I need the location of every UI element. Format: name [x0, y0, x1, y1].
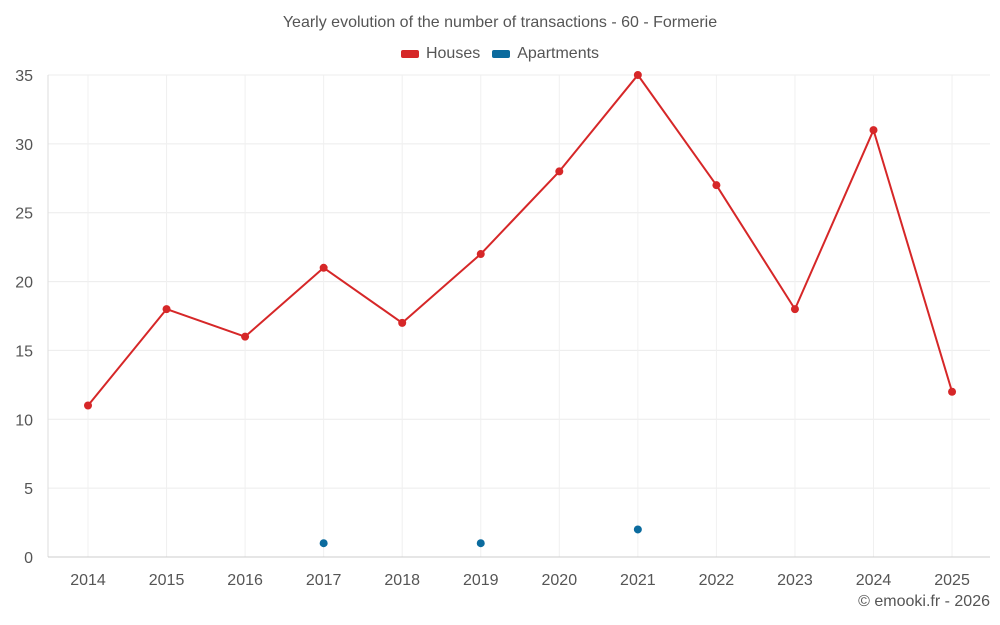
y-tick-label: 5 [24, 481, 33, 498]
data-point-houses [398, 318, 407, 327]
data-point-apartments [319, 539, 328, 548]
data-point-apartments [633, 525, 642, 534]
y-tick-label: 0 [24, 550, 33, 567]
x-tick-label: 2021 [620, 572, 656, 589]
y-tick-label: 20 [15, 275, 33, 292]
data-point-houses [948, 387, 957, 396]
x-tick-label: 2025 [934, 572, 970, 589]
data-point-houses [319, 263, 328, 272]
data-point-houses [84, 401, 92, 410]
copyright-notice: © emooki.fr - 2026 [858, 593, 990, 610]
data-point-houses [555, 167, 564, 176]
series-line-houses [87, 74, 954, 407]
y-tick-label: 10 [15, 412, 33, 429]
data-point-houses [162, 305, 171, 314]
x-tick-label: 2018 [384, 572, 420, 589]
x-tick-label: 2015 [149, 572, 185, 589]
legend: Houses Apartments [0, 45, 1000, 63]
y-tick-label: 15 [15, 343, 33, 360]
x-tick-label: 2024 [856, 572, 892, 589]
x-tick-label: 2017 [306, 572, 342, 589]
x-tick-label: 2014 [70, 572, 106, 589]
x-tick-label: 2022 [699, 572, 735, 589]
y-tick-label: 25 [15, 206, 33, 223]
data-point-houses [712, 181, 721, 190]
data-point-apartments [476, 539, 485, 548]
y-tick-label: 30 [15, 137, 33, 154]
x-tick-label: 2020 [542, 572, 578, 589]
data-point-houses [633, 71, 642, 79]
x-tick-label: 2019 [463, 572, 499, 589]
data-point-houses [241, 332, 250, 341]
y-tick-label: 35 [15, 68, 33, 85]
x-tick-label: 2023 [777, 572, 813, 589]
data-point-houses [869, 126, 878, 135]
legend-label-houses: Houses [425, 45, 481, 62]
legend-swatch-apartments [492, 50, 511, 58]
data-point-houses [790, 305, 799, 314]
legend-item-houses[interactable]: Houses [400, 45, 481, 63]
legend-item-apartments[interactable]: Apartments [492, 45, 599, 63]
legend-label-apartments: Apartments [517, 45, 600, 62]
data-point-houses [476, 250, 485, 259]
x-tick-label: 2016 [227, 572, 263, 589]
legend-swatch-houses [400, 50, 419, 58]
chart-title: Yearly evolution of the number of transa… [282, 14, 718, 31]
